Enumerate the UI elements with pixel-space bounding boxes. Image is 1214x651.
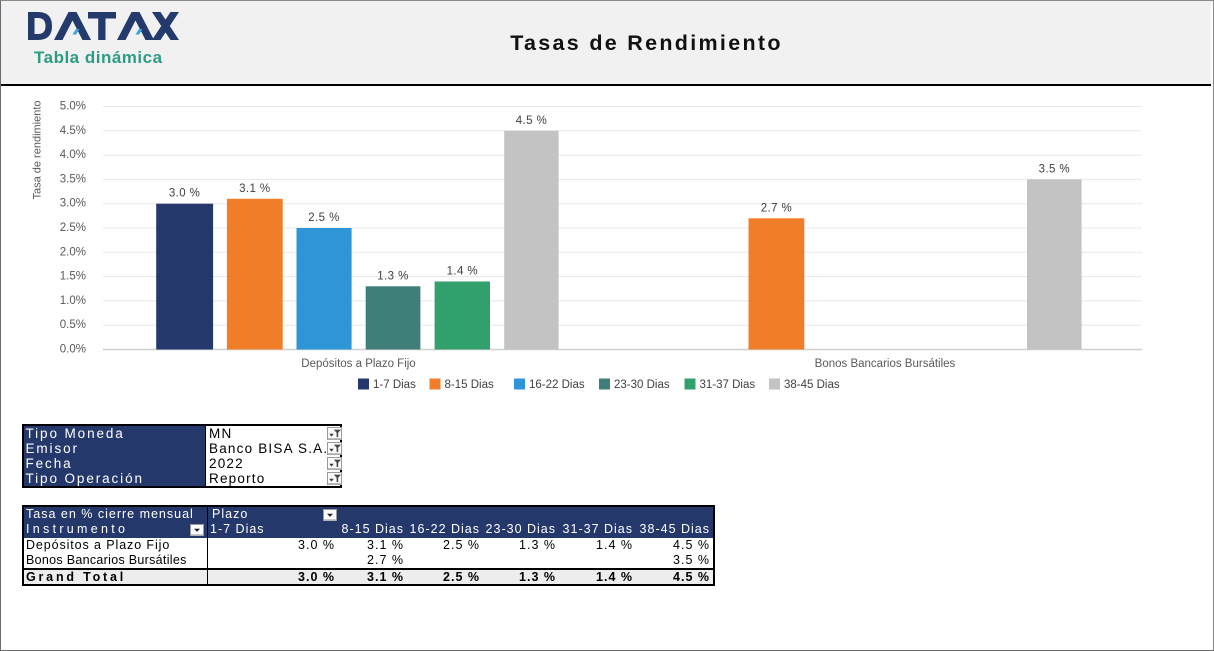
svg-text:1.3 %: 1.3 %: [377, 270, 408, 282]
svg-text:3.5%: 3.5%: [60, 173, 86, 185]
svg-text:1-7 Dias: 1-7 Dias: [373, 379, 416, 391]
svg-text:Tasa de rendimiento: Tasa de rendimiento: [32, 100, 44, 199]
svg-text:1.0%: 1.0%: [60, 295, 86, 307]
svg-text:2.5 %: 2.5 %: [308, 212, 339, 224]
svg-text:1.4 %: 1.4 %: [447, 266, 478, 278]
svg-text:4.5 %: 4.5 %: [516, 115, 547, 127]
svg-text:2.7 %: 2.7 %: [761, 202, 792, 214]
svg-text:2.0%: 2.0%: [60, 246, 86, 258]
svg-text:16-22 Dias: 16-22 Dias: [529, 379, 585, 391]
svg-text:3.0 %: 3.0 %: [169, 188, 200, 200]
svg-text:3.0%: 3.0%: [60, 198, 86, 210]
svg-text:8-15 Dias: 8-15 Dias: [445, 379, 494, 391]
svg-text:4.5%: 4.5%: [60, 125, 86, 137]
svg-text:2.5%: 2.5%: [60, 222, 86, 234]
svg-text:Bonos Bancarios Bursátiles: Bonos Bancarios Bursátiles: [815, 358, 956, 370]
svg-text:23-30 Dias: 23-30 Dias: [614, 379, 670, 391]
svg-text:0.0%: 0.0%: [60, 344, 86, 356]
svg-text:4.0%: 4.0%: [60, 149, 86, 161]
svg-text:1.5%: 1.5%: [60, 271, 86, 283]
svg-text:3.1 %: 3.1 %: [239, 183, 270, 195]
svg-text:Depósitos a Plazo Fijo: Depósitos a Plazo Fijo: [301, 358, 415, 370]
svg-text:0.5%: 0.5%: [60, 319, 86, 331]
svg-text:31-37 Dias: 31-37 Dias: [700, 379, 756, 391]
svg-text:38-45 Dias: 38-45 Dias: [784, 379, 840, 391]
svg-text:3.5 %: 3.5 %: [1039, 163, 1070, 175]
svg-text:5.0%: 5.0%: [60, 101, 86, 113]
